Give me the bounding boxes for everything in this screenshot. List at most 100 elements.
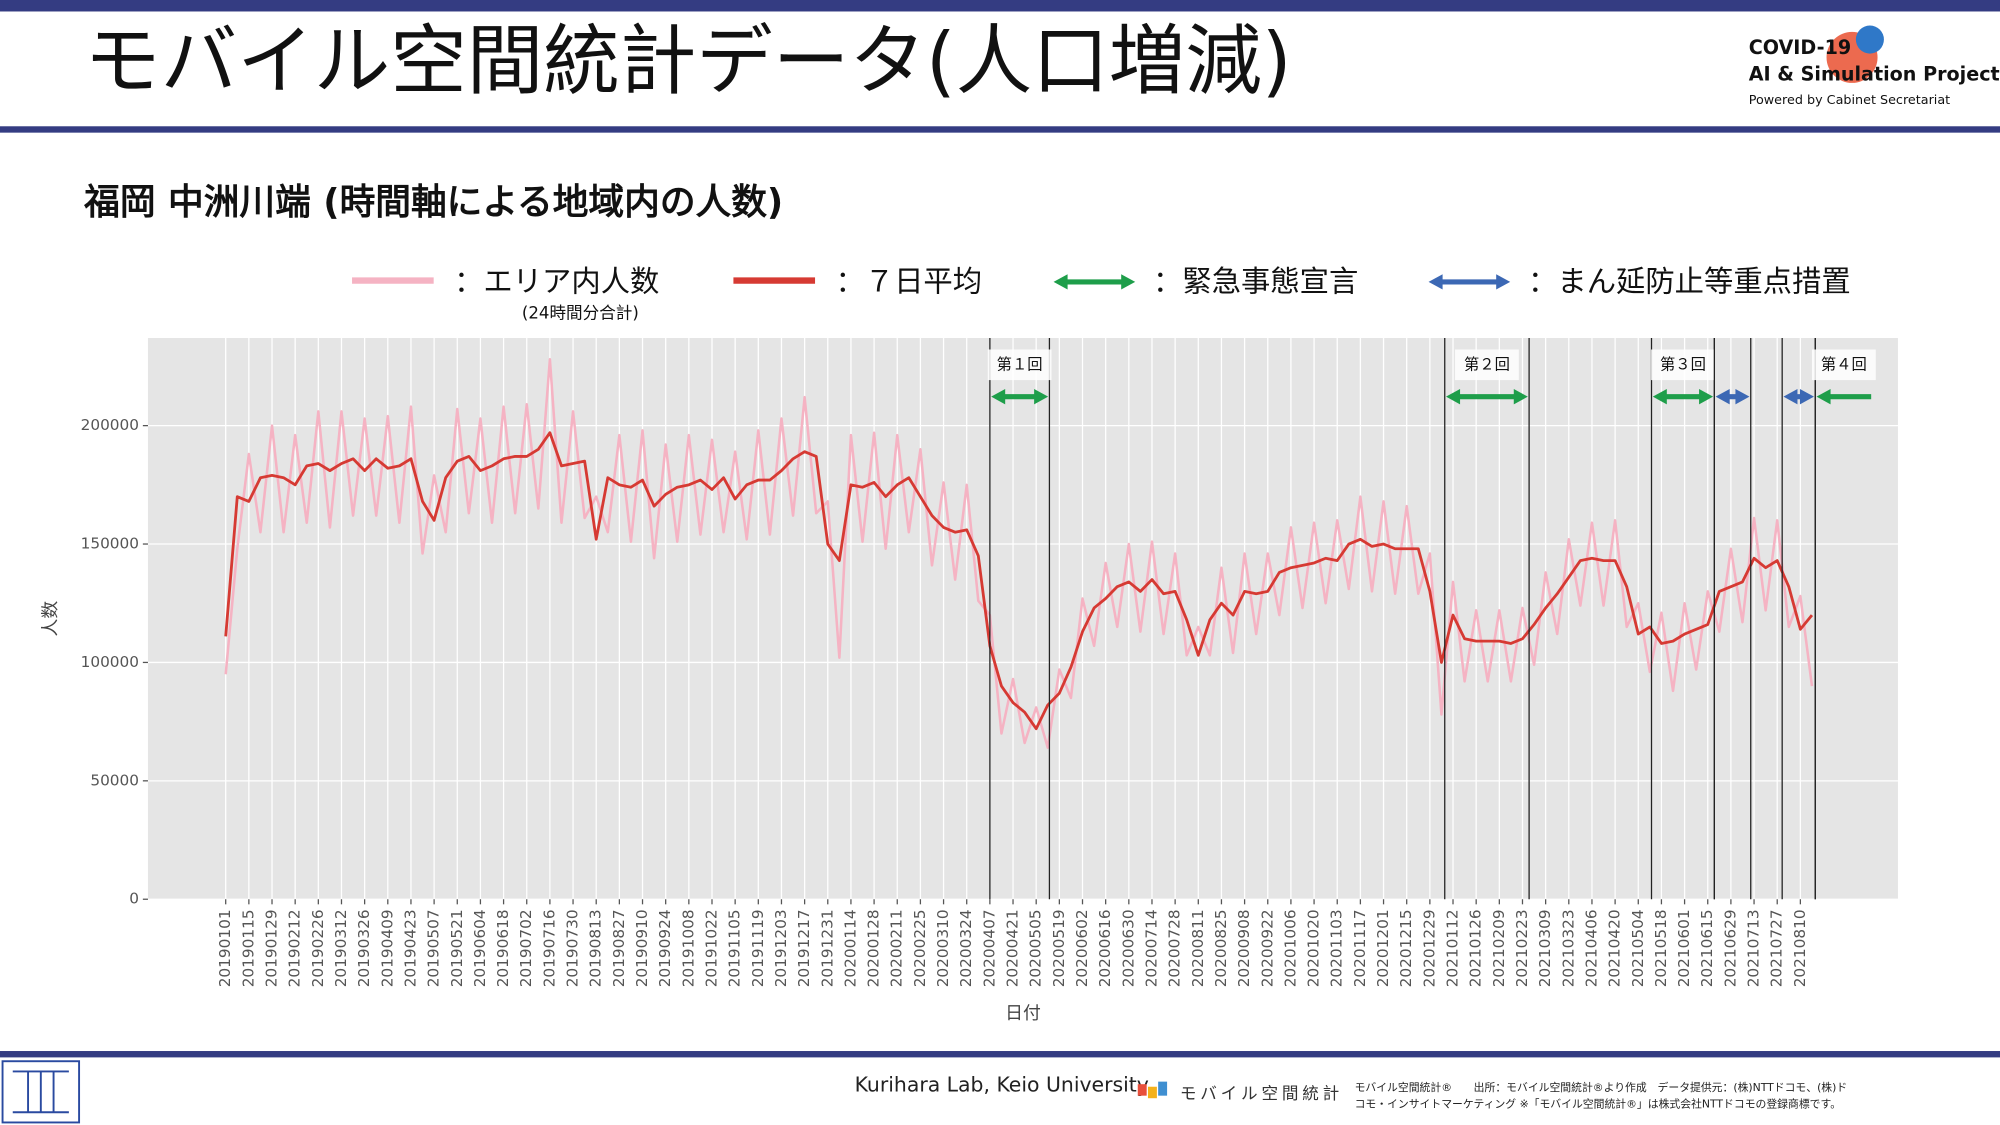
chart-title: 福岡 中洲川端 (時間軸による地域内の人数) [83,182,783,223]
footer-note: コモ・インサイトマーケティング ※「モバイル空間統計®」は株式会社NTTドコモの… [1355,1097,1841,1111]
x-tick-label: 20201103 [1328,909,1346,987]
x-tick-label: 20190521 [448,909,466,987]
x-tick-label: 20200616 [1096,909,1114,987]
x-tick-label: 20191105 [726,909,744,987]
x-tick-label: 20191119 [749,909,767,987]
x-tick-label: 20201215 [1397,909,1415,987]
x-tick-label: 20210223 [1513,909,1531,987]
period-label: 第１回 [997,355,1043,373]
x-tick-label: 20210727 [1768,909,1786,987]
legend-arrow-head [1053,274,1068,290]
period-arrow-head [1513,389,1528,405]
logo-text: AI & Simulation Project [1749,63,2000,86]
x-tick-label: 20210112 [1444,909,1462,987]
x-tick-label: 20190326 [355,909,373,987]
plot [147,338,1898,900]
x-tick-label: 20201117 [1351,909,1369,987]
header-bar [0,0,2000,12]
x-tick-label: 20210713 [1745,909,1763,987]
x-tick-label: 20200225 [911,909,929,987]
x-tick-label: 20190226 [309,909,327,987]
y-tick-label: 50000 [90,771,139,789]
x-tick-label: 20190115 [239,909,257,987]
x-tick-label: 20191217 [795,909,813,987]
x-tick-label: 20210323 [1559,909,1577,987]
x-tick-label: 20190618 [494,909,512,987]
period-arrow-head [1446,389,1461,405]
slide-title: モバイル空間統計データ(人口増減) [84,17,1291,106]
x-tick-label: 20210601 [1675,909,1693,987]
legend-arrow-head [1496,274,1511,290]
y-axis-label: 人数 [40,601,61,637]
brand-icon [1147,1086,1157,1099]
x-tick-label: 20210504 [1629,909,1647,987]
x-tick-label: 20201201 [1374,909,1392,987]
legend-label: ：まん延防止等重点措置 [1528,265,1851,299]
footer-brand: モバイル空間統計 [1180,1084,1343,1103]
x-tick-label: 20200211 [888,909,906,987]
x-tick-label: 20200114 [841,909,859,987]
x-tick-label: 20190507 [425,909,443,987]
x-tick-label: 20200908 [1235,909,1253,987]
period-arrow-head [1699,389,1714,405]
x-tick-label: 20210615 [1698,909,1716,987]
x-tick-label: 20210629 [1721,909,1739,987]
x-tick-label: 20190813 [587,909,605,987]
y-tick-label: 150000 [81,535,139,553]
brand-icon [1158,1081,1168,1096]
x-tick-label: 20190423 [401,909,419,987]
x-tick-label: 20210209 [1490,909,1508,987]
period-arrow-head [1034,389,1049,405]
plot-area [147,338,1898,900]
period-arrow-head [1783,389,1798,405]
x-tick-label: 20190409 [378,909,396,987]
x-tick-label: 20191022 [702,909,720,987]
x-tick-label: 20200602 [1073,909,1091,987]
logo-text: COVID-19 [1749,36,1851,59]
legend-note: (24時間分合計) [522,303,639,322]
period-arrow-head [1715,389,1730,405]
y-tick-label: 100000 [81,653,139,671]
x-tick-label: 20210810 [1791,909,1809,987]
x-tick-label: 20201020 [1305,909,1323,987]
legend-label: ：７日平均 [835,265,982,299]
x-tick-label: 20200630 [1119,909,1137,987]
x-tick-label: 20210126 [1467,909,1485,987]
x-tick-label: 20210406 [1582,909,1600,987]
period-arrow-head [1799,389,1814,405]
x-tick-label: 20200505 [1027,909,1045,987]
x-tick-label: 20191231 [818,909,836,987]
x-tick-label: 20190702 [517,909,535,987]
footer-note: モバイル空間統計® 出所：モバイル空間統計®より作成 データ提供元：(株)NTT… [1355,1080,1848,1094]
period-arrow-head [1735,389,1750,405]
x-tick-label: 20210518 [1652,909,1670,987]
period-label: 第２回 [1464,355,1510,373]
period-label-box [987,349,1052,381]
x-tick-label: 20190910 [633,909,651,987]
x-tick-label: 20190101 [216,909,234,987]
x-tick-label: 20191203 [772,909,790,987]
period-label-box [1651,349,1715,381]
footer-rule [0,1051,2000,1058]
x-tick-label: 20190827 [610,909,628,987]
series-line [224,431,1814,731]
logo-text: Powered by Cabinet Secretariat [1749,93,1950,108]
x-tick-label: 20200728 [1166,909,1184,987]
x-tick-label: 20200128 [865,909,883,987]
footer-logo [12,1070,69,1114]
period-label: 第３回 [1660,355,1706,373]
period-arrow-head [1652,389,1667,405]
x-tick-label: 20190312 [332,909,350,987]
period-arrow-head [1816,389,1831,405]
legend-arrow-head [1121,274,1136,290]
x-tick-label: 20190129 [263,909,281,987]
x-tick-label: 20210420 [1606,909,1624,987]
x-tick-label: 20191008 [679,909,697,987]
legend-label: ：緊急事態宣言 [1153,265,1358,299]
period-label: 第４回 [1821,355,1867,373]
period-label-box [1811,349,1876,381]
x-tick-label: 20200407 [980,909,998,987]
x-tick-label: 20200519 [1050,909,1068,987]
